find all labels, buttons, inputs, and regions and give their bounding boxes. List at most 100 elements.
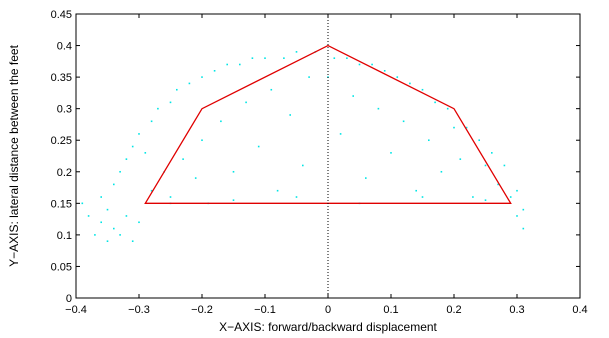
scatter-point <box>157 107 159 110</box>
scatter-point <box>226 63 228 66</box>
scatter-point <box>245 101 247 104</box>
y-tick-label: 0.35 <box>51 72 72 84</box>
x-tick-label: −0.1 <box>254 304 276 316</box>
scatter-point <box>182 158 184 160</box>
scatter-point <box>484 164 487 167</box>
scatter-point <box>509 196 512 198</box>
scatter-point <box>251 57 254 59</box>
scatter-point <box>201 76 203 78</box>
boundary-polygon <box>144 44 512 204</box>
scatter-point <box>119 170 121 173</box>
scatter-point <box>346 57 348 59</box>
x-tick-label: 0.2 <box>446 304 461 316</box>
scatter-point <box>339 133 342 135</box>
scatter-point <box>295 51 298 53</box>
scatter-point <box>295 196 298 198</box>
y-tick-label: 0.45 <box>51 9 72 21</box>
scatter-point <box>371 63 373 66</box>
scatter-point <box>440 170 443 173</box>
y-tick-label: 0.05 <box>51 261 72 273</box>
scatter-point <box>213 70 216 72</box>
scatter-point <box>390 152 392 154</box>
x-tick-label: −0.4 <box>65 304 87 316</box>
scatter-point <box>409 82 411 85</box>
scatter-point <box>131 240 134 242</box>
scatter-point <box>113 183 115 186</box>
y-tick-label: 0.15 <box>51 198 72 210</box>
scatter-point <box>472 196 474 198</box>
scatter-point <box>176 88 178 91</box>
x-axis-label: X−AXIS: forward/backward displacement <box>219 320 437 334</box>
y-tick-label: 0.3 <box>57 104 72 116</box>
y-tick-label: 0.25 <box>51 135 72 147</box>
scatter-point <box>119 234 121 236</box>
y-tick-label: 0 <box>66 293 72 305</box>
scatter-point <box>188 82 191 85</box>
scatter-point <box>434 101 436 104</box>
scatter-point <box>94 234 96 236</box>
scatter-point <box>257 145 260 148</box>
scatter-point <box>484 199 487 201</box>
scatter-point <box>522 208 525 211</box>
scatter-point <box>125 158 128 160</box>
scatter-point <box>383 70 386 72</box>
scatter-point <box>138 221 140 224</box>
scatter-point <box>308 76 310 78</box>
scatter-point <box>333 57 336 59</box>
x-tick-label: 0.3 <box>509 304 524 316</box>
scatter-point <box>478 139 480 142</box>
scatter-point <box>377 107 380 110</box>
scatter-point <box>516 189 518 192</box>
scatter-point <box>232 170 235 173</box>
ticks-layer: −0.4 −0.3 −0.2 −0.1 0 0.1 0.2 0.3 0.4 0 0.05 0.1 0.1… <box>51 9 588 316</box>
scatter-point <box>100 196 102 198</box>
scatter-point <box>497 183 499 186</box>
scatter-point <box>289 114 291 116</box>
scatter-point <box>491 152 493 154</box>
scatter-point <box>421 196 424 198</box>
x-tick-label: −0.3 <box>128 304 150 316</box>
scatter-point <box>270 88 273 91</box>
scatter-point <box>522 227 525 230</box>
scatter-point <box>131 145 134 148</box>
scatter-point <box>113 227 115 230</box>
scatter-point <box>421 88 424 91</box>
scatter-point <box>239 63 241 66</box>
lines-layer <box>144 14 512 298</box>
scatter-point <box>283 57 285 59</box>
x-tick-label: −0.2 <box>191 304 213 316</box>
scatter-point <box>276 189 279 192</box>
scatter-point <box>459 158 462 160</box>
scatter-point <box>352 95 354 97</box>
scatter-point <box>150 120 153 123</box>
scatter-point <box>100 221 102 224</box>
x-tick-label: 0.1 <box>383 304 398 316</box>
scatter-point <box>453 126 455 129</box>
scatter-point <box>396 76 399 78</box>
scatter-point <box>106 240 109 242</box>
scatter-point <box>220 120 222 123</box>
scatter-point <box>428 139 430 142</box>
scatter-point <box>81 202 84 205</box>
scatter-point <box>402 120 405 123</box>
scatter-point <box>503 164 506 167</box>
scatter-point <box>87 215 90 217</box>
scatter-point <box>169 101 172 104</box>
y-tick-label: 0.1 <box>57 230 72 242</box>
y-tick-label: 0.2 <box>57 167 72 179</box>
scatter-point <box>365 177 367 179</box>
scatter-point <box>194 177 197 179</box>
scatter-point <box>465 126 468 129</box>
scatter-point <box>302 164 304 167</box>
scatter-point <box>150 189 153 192</box>
y-tick-label: 0.4 <box>57 41 72 53</box>
scatter-point <box>106 208 109 211</box>
scatter-point <box>415 189 417 192</box>
scatter-point <box>138 133 140 135</box>
scatter-point <box>125 215 128 217</box>
scatter-point <box>358 63 361 66</box>
scatter-point <box>446 107 449 110</box>
scatter-point <box>516 215 518 217</box>
scatter-point <box>264 57 266 59</box>
